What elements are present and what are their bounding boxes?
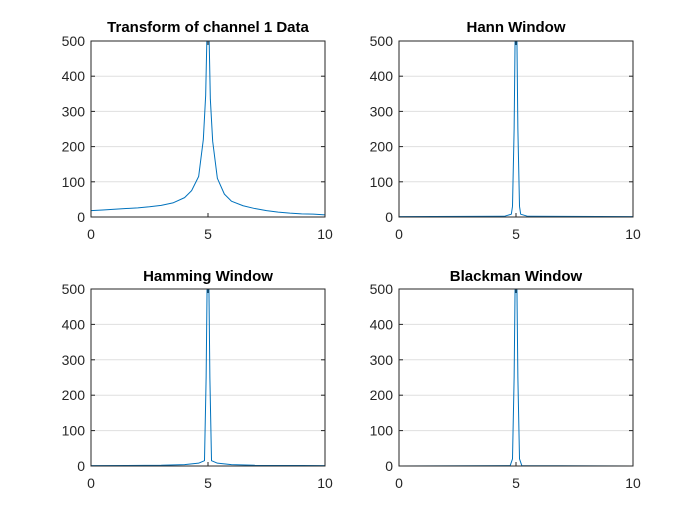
x-tick-label: 5	[512, 475, 520, 491]
plot-area	[399, 289, 633, 466]
x-tick-label: 10	[317, 475, 333, 491]
x-tick-label: 0	[87, 226, 95, 242]
tick-marks	[398, 288, 634, 467]
tick-labels: 0 100 200 300 400 500 0 5 10	[370, 33, 641, 242]
y-tick-label: 500	[370, 33, 394, 49]
x-tick-label: 5	[512, 226, 520, 242]
y-tick-label: 200	[370, 139, 394, 155]
y-tick-label: 500	[62, 281, 86, 297]
y-tick-label: 200	[370, 387, 394, 403]
x-tick-label: 5	[204, 475, 212, 491]
y-tick-label: 0	[385, 458, 393, 474]
x-tick-label: 0	[87, 475, 95, 491]
chart-title: Transform of channel 1 Data	[107, 19, 309, 36]
y-tick-label: 0	[385, 209, 393, 225]
plot-area	[91, 41, 325, 217]
y-tick-label: 500	[62, 33, 86, 49]
y-tick-label: 0	[77, 458, 85, 474]
tick-marks	[90, 40, 326, 218]
plot-area	[399, 41, 633, 217]
x-tick-label: 10	[625, 226, 641, 242]
chart-title: Hamming Window	[143, 268, 273, 285]
y-tick-label: 100	[62, 423, 86, 439]
y-tick-label: 300	[370, 352, 394, 368]
x-tick-label: 10	[317, 226, 333, 242]
y-tick-label: 200	[62, 387, 86, 403]
y-tick-label: 500	[370, 281, 394, 297]
tick-labels: 0 100 200 300 400 500 0 5 10	[62, 33, 333, 242]
x-tick-label: 10	[625, 475, 641, 491]
subplot-hamming-window: 0 100 200 300 400 500 0 5 10 Hamming Window	[62, 268, 333, 491]
x-tick-label: 0	[395, 475, 403, 491]
chart-title: Hann Window	[466, 19, 565, 36]
y-tick-label: 0	[77, 209, 85, 225]
tick-labels: 0 100 200 300 400 500 0 5 10	[370, 281, 641, 491]
x-tick-label: 5	[204, 226, 212, 242]
y-tick-label: 100	[370, 174, 394, 190]
chart-title: Blackman Window	[450, 268, 583, 285]
plot-area	[91, 289, 325, 466]
subplot-hann-window: 0 100 200 300 400 500 0 5 10 Hann Window	[370, 19, 641, 242]
x-tick-label: 0	[395, 226, 403, 242]
y-tick-label: 400	[62, 316, 86, 332]
y-tick-label: 300	[370, 103, 394, 119]
y-tick-label: 400	[370, 316, 394, 332]
y-tick-label: 400	[370, 68, 394, 84]
tick-marks	[90, 288, 326, 467]
subplot-transform-channel-1: 0 100 200 300 400 500 0 5 10 Transform of channe…	[62, 19, 333, 242]
y-tick-label: 300	[62, 352, 86, 368]
tick-labels: 0 100 200 300 400 500 0 5 10	[62, 281, 333, 491]
y-tick-label: 200	[62, 139, 86, 155]
y-tick-label: 300	[62, 103, 86, 119]
subplot-blackman-window: 0 100 200 300 400 500 0 5 10 Blackman Window	[370, 268, 641, 491]
y-tick-label: 100	[62, 174, 86, 190]
tick-marks	[398, 40, 634, 218]
y-tick-label: 400	[62, 68, 86, 84]
y-tick-label: 100	[370, 423, 394, 439]
